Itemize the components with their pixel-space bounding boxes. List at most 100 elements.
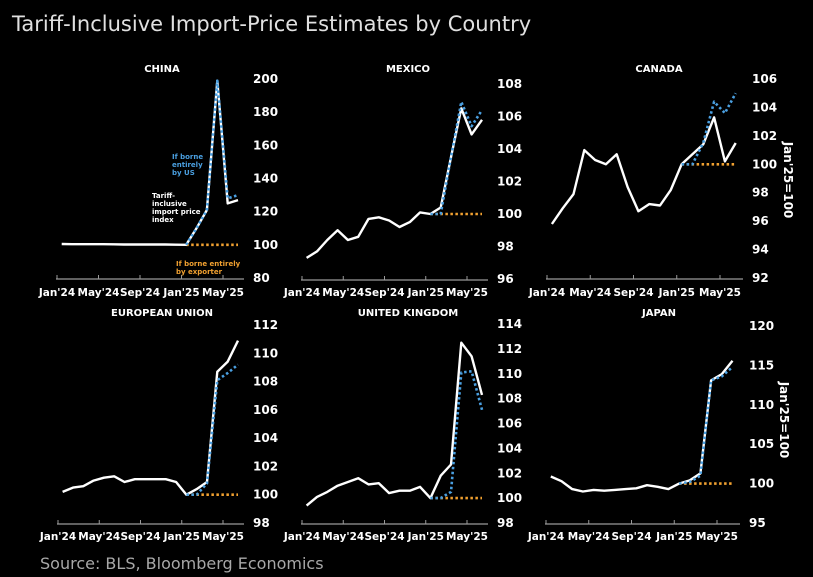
x-tick-label: Sep'24 [120,531,160,543]
x-tick-label: Sep'24 [364,287,404,299]
y-tick-label: 106 [497,110,522,124]
series-line-tariff-inclusive-index [62,340,240,496]
x-tick-label: May'25 [202,531,244,543]
annotation-exporter: If borne entirely [176,260,241,268]
y-tick-label: 120 [749,319,774,333]
annotation-index: import price [152,208,201,216]
y-tick-label: 106 [253,403,278,417]
panel-title: MEXICO [386,64,430,75]
x-tick-label: May'25 [446,531,488,543]
y-tick-label: 104 [253,431,278,445]
x-tick-label: Jan'24 [527,531,564,543]
x-tick-label: Jan'24 [283,531,320,543]
panel-title: CANADA [635,64,682,75]
y-tick-label: 108 [497,392,522,406]
x-tick-label: Jan'24 [38,287,75,299]
series-line-tariff-inclusive-index [550,116,737,225]
x-tick-label: May'25 [446,287,488,299]
x-tick-label: Sep'24 [613,287,653,299]
y-tick-label: 102 [497,466,522,480]
y-tick-label: 98 [752,186,769,200]
y-tick-label: 98 [497,516,514,530]
y-tick-label: 112 [497,342,522,356]
y-tick-label: 110 [749,398,774,412]
y-tick-label: 105 [749,437,774,451]
y-tick-label: 100 [749,477,774,491]
y-tick-label: 120 [253,205,278,219]
series-line-tariff-inclusive-index [305,341,484,507]
x-tick-label: Jan'25 [407,287,444,299]
y-tick-label: 140 [253,172,278,186]
y-tick-label: 100 [752,157,777,171]
x-tick-label: May'24 [569,287,611,299]
series-line-borne-by-us [678,366,734,485]
y-tick-label: 160 [253,138,278,152]
panel-united-kingdom: UNITED KINGDOM Jan'24 May'24 Sep'24 Jan'25 Ma… [283,308,522,543]
x-tick-label: May'24 [322,287,364,299]
x-tick-label: May'25 [696,531,738,543]
y-tick-label: 104 [497,441,522,455]
series-line-tariff-inclusive-index [550,359,734,493]
y-tick-label: 102 [497,175,522,189]
y-tick-label: 180 [253,105,278,119]
panel-european-union: EUROPEAN UNION Jan'24 May'24 Sep'24 Jan'25 Ma… [39,308,278,543]
y-tick-label: 106 [752,72,777,86]
y-tick-label: 106 [497,417,522,431]
y-tick-label: 104 [752,100,777,114]
y-tick-label: 96 [752,214,769,228]
series-line-borne-by-us [430,369,484,500]
y-tick-label: 98 [497,240,514,254]
panel-mexico: MEXICO Jan'24 May'24 Sep'24 Jan'25 May'25 96 98… [283,64,522,299]
series-line-borne-by-us [430,100,484,216]
annotation-index: Tariff- [152,192,175,200]
y-tick-label: 102 [752,129,777,143]
y-axis-label: Jan'25=100 [781,141,795,219]
x-tick-label: Jan'25 [658,287,695,299]
y-tick-label: 108 [497,77,522,91]
series-line-tariff-inclusive-index [305,107,483,259]
y-tick-label: 200 [253,72,278,86]
series-line-borne-by-us [186,363,239,497]
x-tick-label: Jan'25 [407,531,444,543]
y-tick-label: 100 [253,488,278,502]
y-tick-label: 112 [253,318,278,332]
source-note: Source: BLS, Bloomberg Economics [40,554,324,573]
panel-title: JAPAN [641,308,676,319]
y-tick-label: 110 [497,367,522,381]
series-line-borne-by-us [681,92,737,166]
annotation-us: by US [172,169,195,177]
x-tick-label: Jan'24 [528,287,565,299]
y-tick-label: 95 [749,516,766,530]
x-tick-label: May'25 [202,287,244,299]
y-tick-label: 80 [253,271,270,285]
series-line-tariff-inclusive-index [61,79,239,247]
x-tick-label: May'24 [568,531,610,543]
panel-title: CHINA [144,64,180,75]
y-tick-label: 110 [253,346,278,360]
x-tick-label: Jan'24 [283,287,320,299]
x-tick-label: May'24 [78,287,120,299]
y-tick-label: 100 [253,238,278,252]
y-tick-label: 108 [253,375,278,389]
panel-title: UNITED KINGDOM [358,308,458,319]
panel-china: CHINA Jan'24 May'24 Sep'24 Jan'25 May'25 80 100… [38,64,278,299]
annotation-index: index [152,216,174,224]
y-tick-label: 104 [497,142,522,156]
panel-canada: CANADA Jan'24 May'24 Sep'24 Jan'25 May'25 92 94… [528,64,795,299]
y-axis-label: Jan'25=100 [777,381,791,459]
y-tick-label: 100 [497,491,522,505]
x-tick-label: Jan'25 [655,531,692,543]
annotation-us: entirely [172,161,203,169]
annotation-us: If borne [172,153,203,161]
y-tick-label: 92 [752,271,769,285]
y-tick-label: 102 [253,459,278,473]
annotation-index: inclusive [152,200,187,208]
y-tick-label: 94 [752,243,769,257]
x-tick-label: May'24 [78,531,120,543]
y-tick-label: 114 [497,317,522,331]
x-tick-label: May'25 [699,287,741,299]
panel-title: EUROPEAN UNION [111,308,213,319]
series-line-borne-by-us [185,79,239,246]
panel-japan: JAPAN Jan'24 May'24 Sep'24 Jan'25 May'25 95 100… [527,308,791,543]
